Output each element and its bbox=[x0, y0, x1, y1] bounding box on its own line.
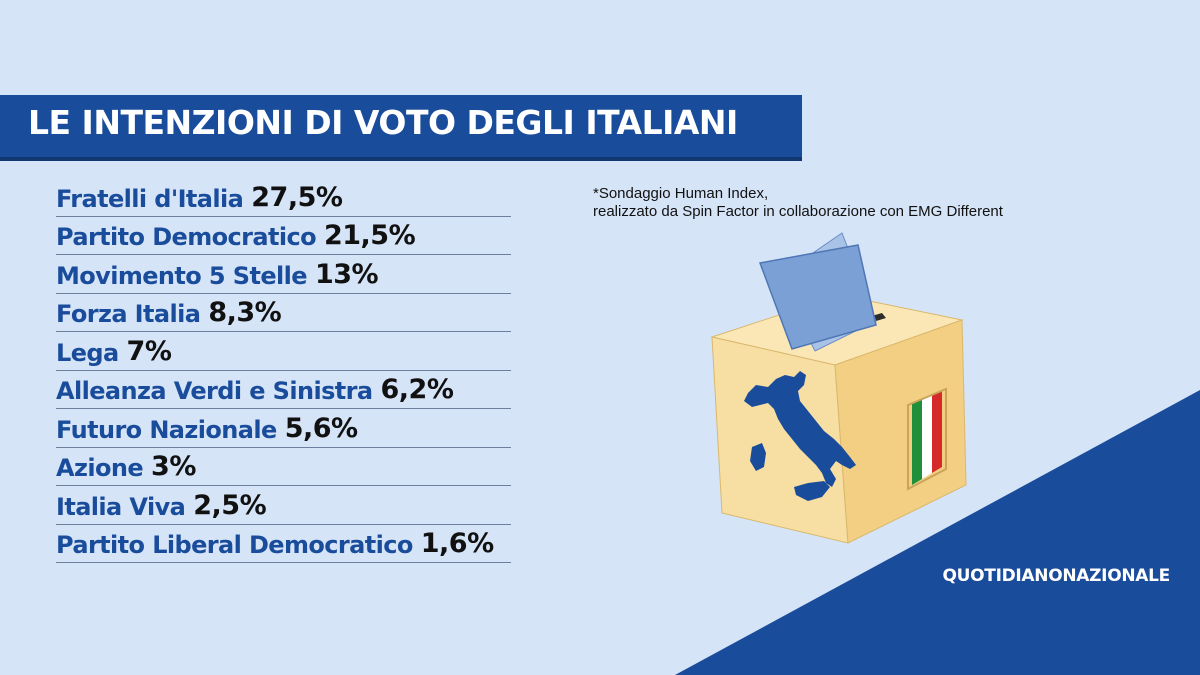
party-percent: 27,5% bbox=[251, 181, 343, 213]
list-item: Alleanza Verdi e Sinistra 6,2% bbox=[56, 371, 511, 409]
sicily-icon bbox=[794, 481, 830, 501]
flag-border bbox=[907, 387, 947, 491]
list-item: Futuro Nazionale 5,6% bbox=[56, 409, 511, 448]
party-percent: 2,5% bbox=[193, 489, 267, 521]
party-percent: 8,3% bbox=[208, 297, 282, 328]
party-percent: 3% bbox=[151, 451, 196, 482]
flag-white bbox=[922, 395, 932, 479]
survey-note-line1: *Sondaggio Human Index, bbox=[593, 185, 769, 202]
flag-green bbox=[912, 399, 922, 485]
ballot-box-icon bbox=[710, 232, 967, 544]
list-item: Partito Democratico 21,5% bbox=[56, 217, 511, 255]
flag-red bbox=[932, 391, 942, 473]
party-name: Fratelli d'Italia bbox=[56, 184, 244, 213]
party-name: Italia Viva bbox=[56, 492, 186, 521]
list-item: Forza Italia 8,3% bbox=[56, 294, 511, 332]
list-item: Partito Liberal Democratico 1,6% bbox=[56, 525, 511, 563]
survey-note: *Sondaggio Human Index, realizzato da Sp… bbox=[593, 185, 1003, 221]
list-item: Fratelli d'Italia 27,5% bbox=[56, 178, 511, 217]
party-name: Futuro Nazionale bbox=[56, 415, 277, 444]
party-percent: 5,6% bbox=[284, 412, 358, 444]
brand-logo: QUOTIDIANONAZIONALE bbox=[942, 566, 1170, 586]
party-name: Alleanza Verdi e Sinistra bbox=[56, 377, 373, 405]
party-percent: 13% bbox=[314, 258, 379, 290]
title-bar: LE INTENZIONI DI VOTO DEGLI ITALIANI bbox=[0, 95, 802, 157]
party-name: Lega bbox=[56, 338, 119, 367]
party-name: Forza Italia bbox=[56, 300, 201, 328]
party-percent: 1,6% bbox=[420, 528, 494, 559]
page-title: LE INTENZIONI DI VOTO DEGLI ITALIANI bbox=[28, 103, 738, 142]
sardinia-icon bbox=[750, 443, 766, 471]
ballot-box-side bbox=[834, 319, 967, 544]
list-item: Movimento 5 Stelle 13% bbox=[56, 255, 511, 294]
italy-map-icon bbox=[744, 371, 856, 487]
results-list: Fratelli d'Italia 27,5% Partito Democrati… bbox=[56, 178, 576, 563]
party-percent: 21,5% bbox=[323, 220, 416, 251]
party-percent: 6,2% bbox=[380, 374, 454, 405]
list-item: Azione 3% bbox=[56, 448, 511, 486]
ballot-paper bbox=[758, 244, 877, 350]
party-percent: 7% bbox=[126, 335, 172, 367]
party-name: Azione bbox=[56, 454, 144, 482]
party-name: Partito Liberal Democratico bbox=[56, 531, 413, 559]
list-item: Italia Viva 2,5% bbox=[56, 486, 511, 525]
party-name: Partito Democratico bbox=[56, 223, 317, 251]
list-item: Lega 7% bbox=[56, 332, 511, 371]
survey-note-line2: realizzato da Spin Factor in collaborazi… bbox=[593, 203, 1003, 220]
party-name: Movimento 5 Stelle bbox=[56, 261, 308, 290]
